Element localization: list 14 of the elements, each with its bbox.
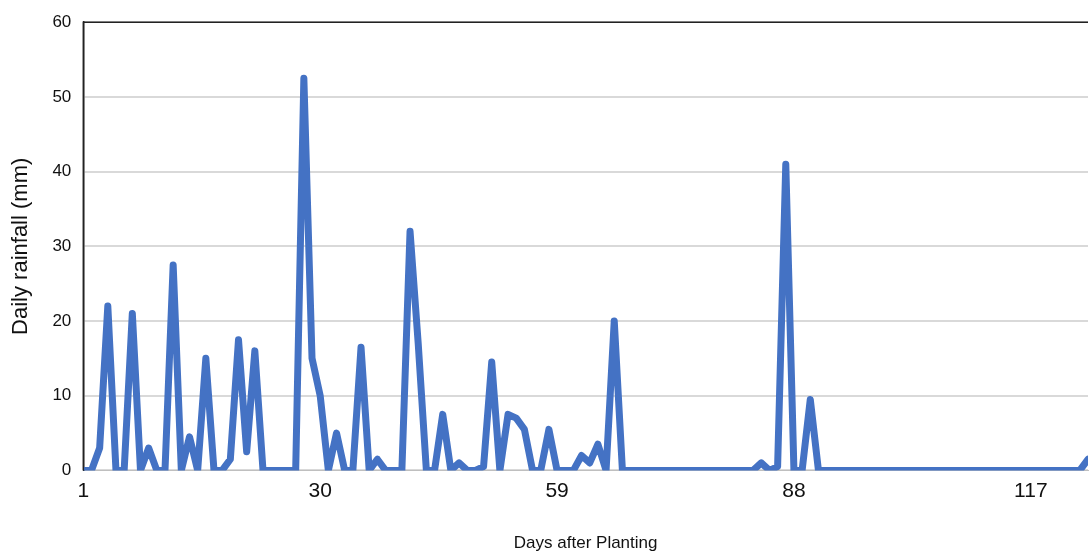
y-tick-label: 50: [52, 86, 72, 106]
y-tick-label: 30: [52, 235, 72, 255]
x-tick-label: 1: [77, 477, 90, 501]
y-tick-label: 10: [52, 385, 72, 405]
x-tick-label: 30: [308, 477, 332, 501]
x-tick-label: 88: [782, 477, 806, 501]
y-tick-label: 40: [52, 161, 72, 181]
x-tick-label: 117: [1014, 477, 1048, 501]
x-axis-title: Days after Planting: [513, 533, 658, 553]
y-tick-label: 20: [52, 310, 72, 330]
y-axis-title: Daily rainfall (mm): [7, 157, 33, 335]
y-tick-label: 0: [61, 460, 72, 480]
x-tick-label: 59: [545, 477, 569, 501]
y-tick-label: 60: [52, 11, 72, 31]
